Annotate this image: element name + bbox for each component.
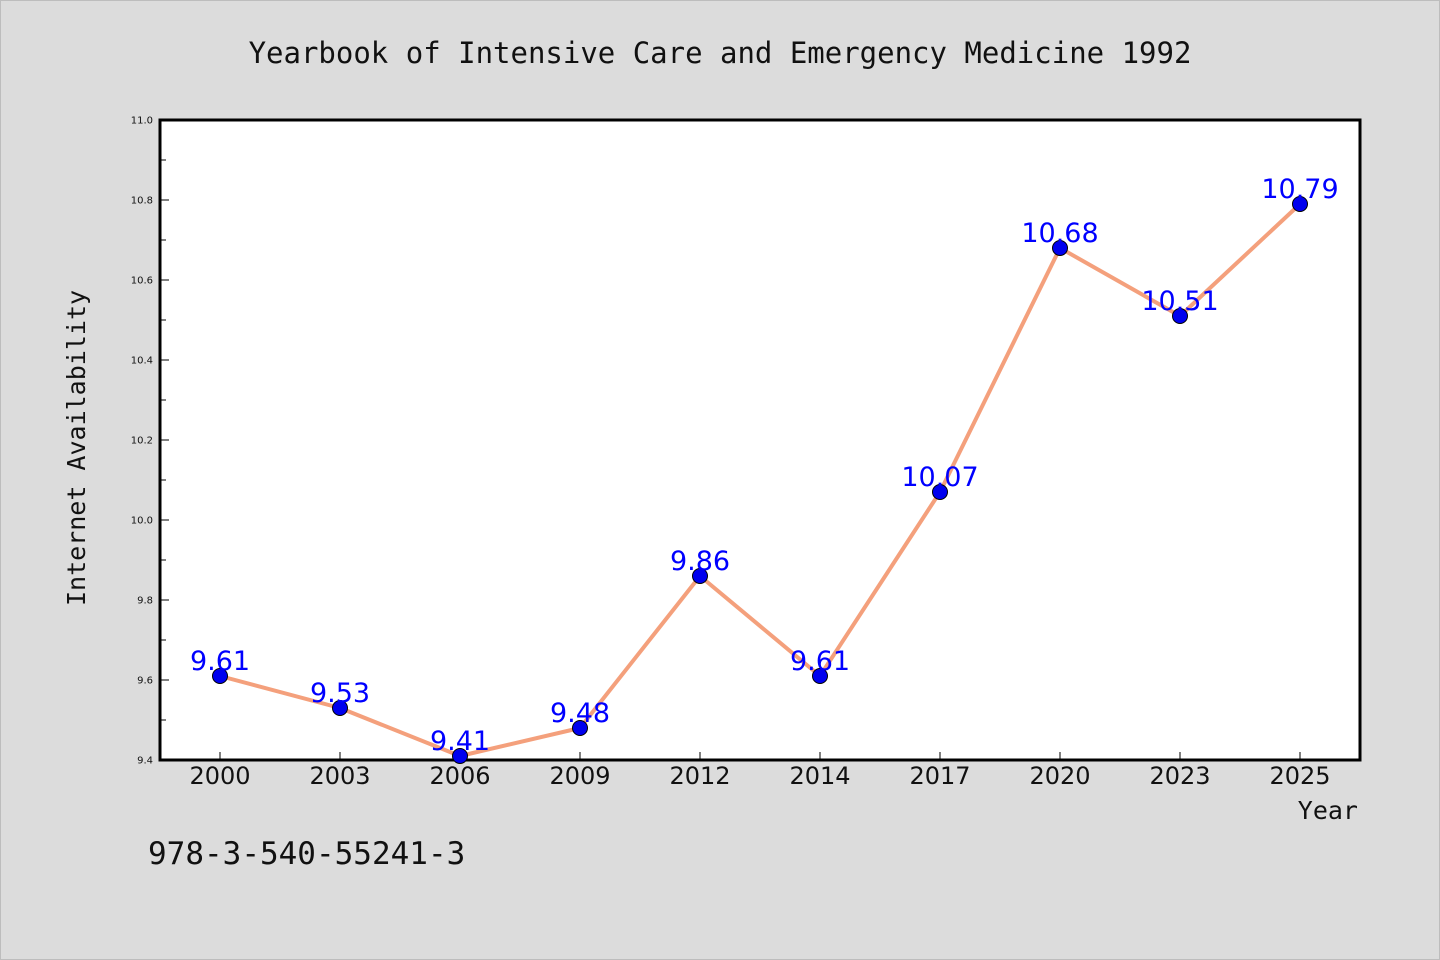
data-point	[332, 700, 348, 716]
data-label: 9.41	[430, 726, 490, 757]
plot-area	[158, 118, 1362, 762]
x-tick-label: 2012	[669, 762, 730, 790]
data-label: 9.86	[670, 546, 730, 577]
markers-group	[212, 196, 1308, 764]
x-tick-label: 2025	[1269, 762, 1330, 790]
x-tick-label: 2000	[189, 762, 250, 790]
data-label: 9.61	[790, 646, 850, 677]
data-point	[1292, 196, 1308, 212]
y-tick-label: 10.4	[131, 356, 153, 367]
x-axis: 2000 2003 2006 2009 2012 2014 2017 2020 2023 2025	[189, 752, 1331, 790]
data-point	[212, 668, 228, 684]
data-point	[452, 748, 468, 764]
y-tick-label: 11.0	[131, 116, 153, 127]
y-tick-label: 9.4	[137, 756, 153, 767]
data-point	[692, 568, 708, 584]
chart-title: Yearbook of Intensive Care and Emergency…	[249, 36, 1192, 70]
y-tick-label: 10.6	[131, 276, 153, 287]
y-tick-label: 10.0	[131, 516, 153, 527]
data-point	[572, 720, 588, 736]
y-tick-label: 10.8	[131, 196, 153, 207]
y-axis: 9.4 9.6 9.8 10.0 10.2 10.4 10.6 10.8 11.0	[131, 116, 169, 767]
data-point	[1172, 308, 1188, 324]
y-tick-label: 9.6	[137, 676, 153, 687]
isbn-text: 978-3-540-55241-3	[148, 836, 465, 872]
data-label: 10.51	[1141, 286, 1218, 317]
x-tick-label: 2017	[909, 762, 970, 790]
data-point	[1052, 240, 1068, 256]
x-tick-label: 2003	[309, 762, 370, 790]
data-label: 10.07	[901, 462, 978, 493]
data-label: 9.61	[190, 646, 250, 677]
data-point	[812, 668, 828, 684]
series-line-group	[218, 202, 1302, 758]
y-axis-title: Internet Availability	[62, 290, 91, 606]
data-labels-group: 9.61 9.53 9.41 9.48 9.86 9.61 10.07 10.68 10.51 1…	[190, 174, 1339, 757]
data-point	[932, 484, 948, 500]
x-tick-label: 2009	[549, 762, 610, 790]
x-tick-label: 2020	[1029, 762, 1090, 790]
x-tick-label: 2023	[1149, 762, 1210, 790]
x-tick-label: 2006	[429, 762, 490, 790]
x-tick-label: 2014	[789, 762, 850, 790]
data-label: 10.79	[1261, 174, 1338, 205]
data-label: 10.68	[1021, 218, 1098, 249]
data-label: 9.48	[550, 698, 610, 729]
series-line	[218, 202, 1302, 758]
data-label: 9.53	[310, 678, 370, 709]
y-tick-label: 9.8	[137, 596, 153, 607]
y-tick-label: 10.2	[131, 436, 153, 447]
x-axis-title: Year	[1298, 796, 1358, 825]
